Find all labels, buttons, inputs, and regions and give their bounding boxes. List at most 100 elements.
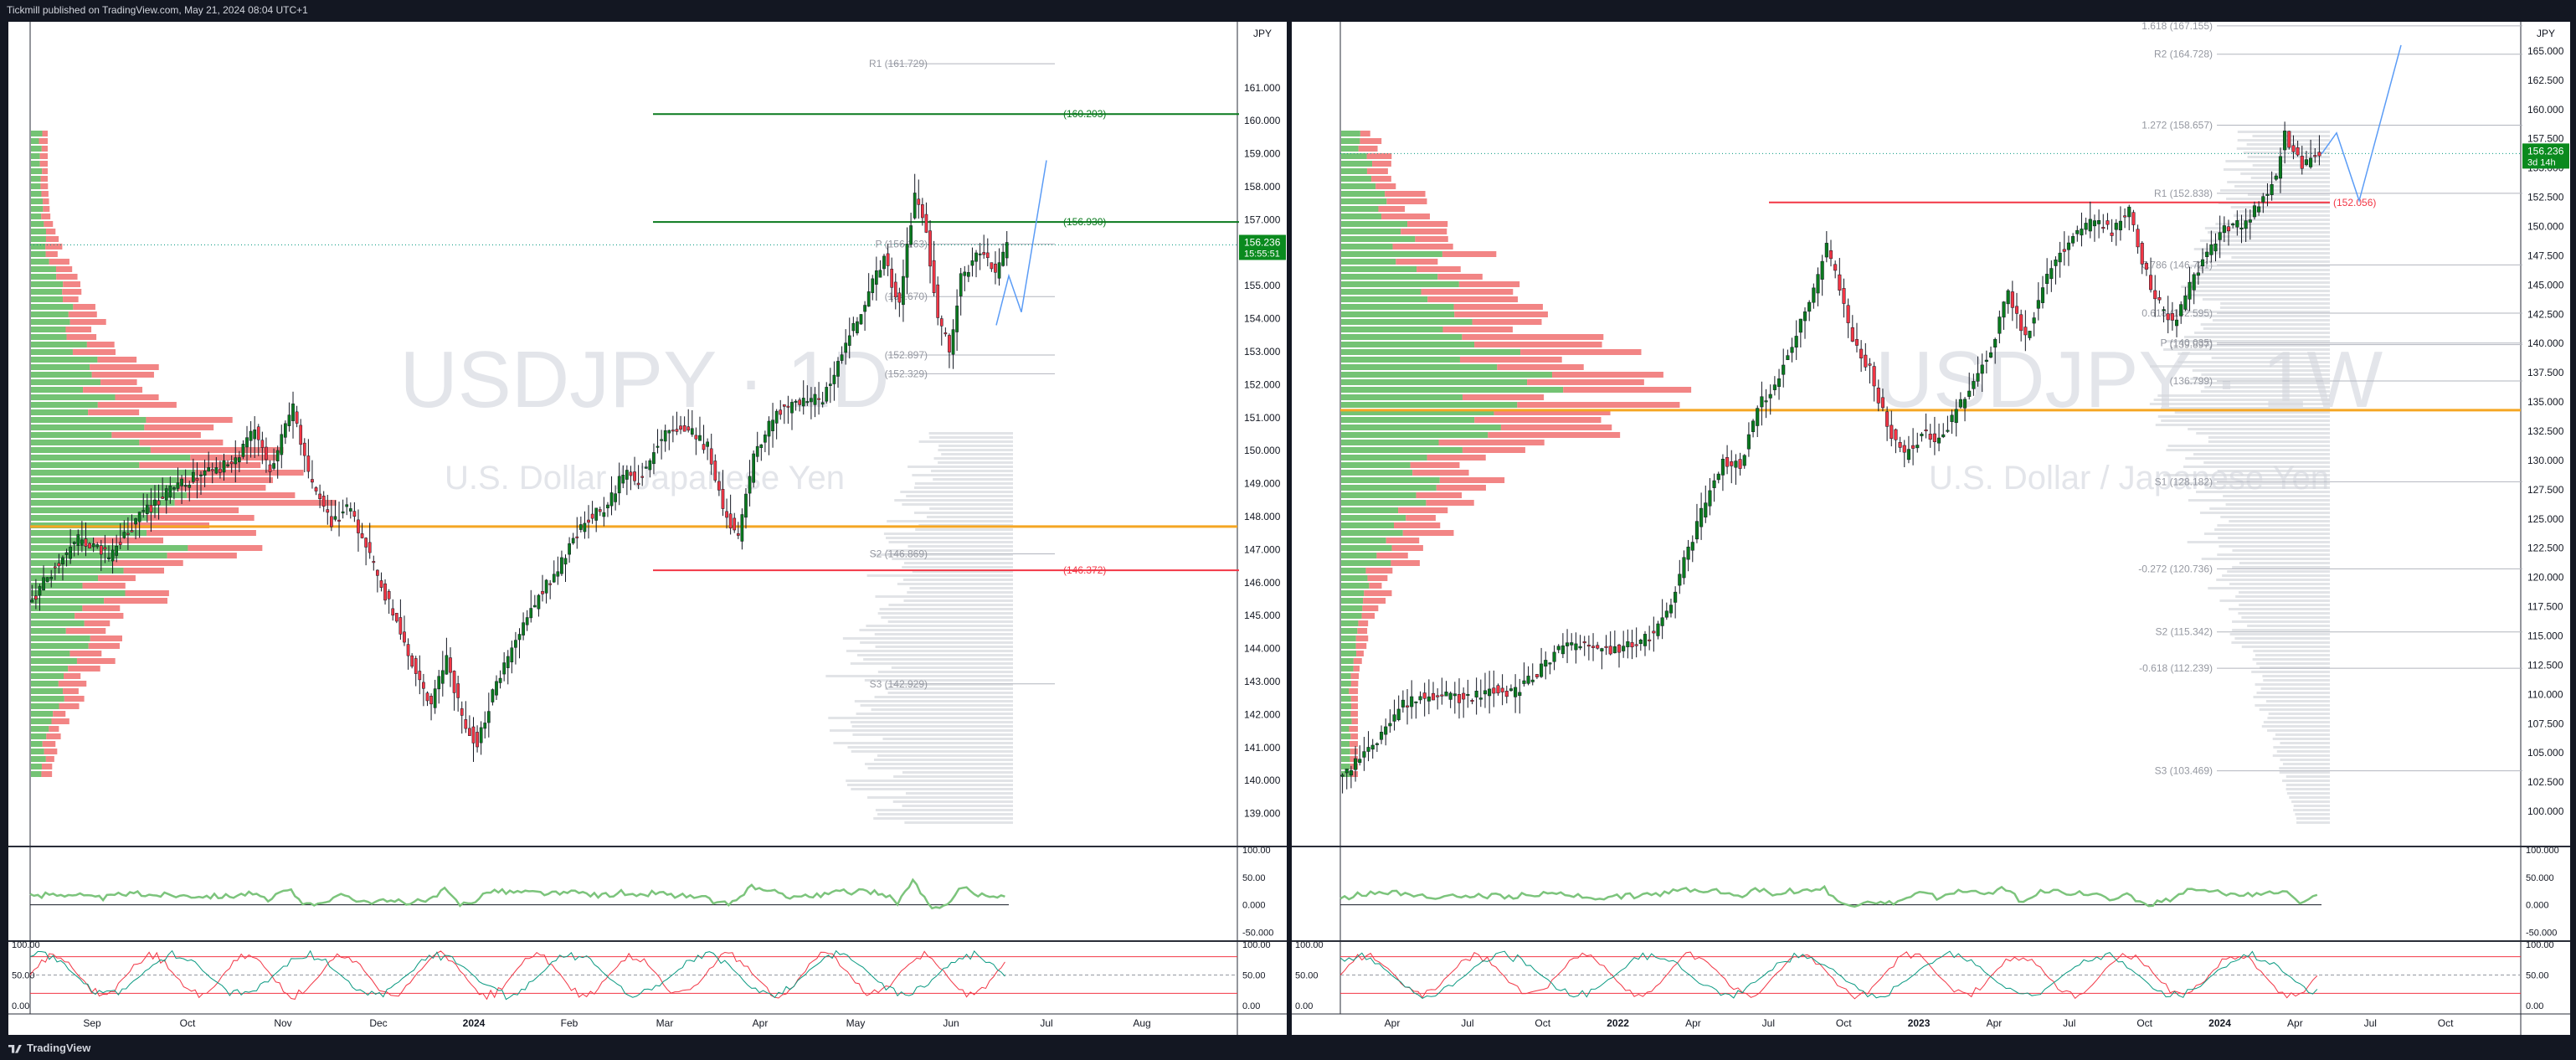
chart-panel-daily[interactable]: JPY USDJPY · 1D U.S. Dollar / Japanese Yen… — [8, 22, 1287, 1035]
volume-profile-bar-bear — [39, 138, 48, 144]
candle-body — [2179, 304, 2183, 316]
candle-body — [1716, 473, 1720, 481]
stoch-line — [1339, 951, 2318, 1000]
candle-body — [1962, 399, 1967, 409]
rsi-line — [29, 877, 1005, 910]
volume-profile-bar-bear — [41, 191, 49, 197]
candle-body — [34, 595, 38, 600]
candle-body — [936, 284, 940, 318]
candle-body — [1526, 676, 1530, 684]
candle-body — [1751, 420, 1756, 432]
volume-profile-bar-bull — [1341, 613, 1362, 619]
stoch-tick-label-left: 0.00 — [12, 1001, 29, 1011]
volume-profile-bar-bull — [31, 658, 77, 664]
candle-body — [2136, 229, 2140, 248]
volume-profile-bar-bull — [31, 613, 75, 619]
volume-profile-bar-bull — [1341, 214, 1382, 219]
time-tick-label: Oct — [1836, 1017, 1852, 1029]
time-tick-label: Oct — [1535, 1017, 1550, 1029]
session-profile-bar — [2296, 821, 2330, 824]
session-profile-bar — [2216, 579, 2330, 581]
volume-profile-bar-bear — [1350, 711, 1358, 717]
candle-body — [602, 512, 606, 517]
volume-profile-bar-bull — [31, 455, 191, 461]
candle-body — [2080, 229, 2084, 236]
candle-body — [679, 425, 682, 430]
volume-profile-bar-bull — [1341, 221, 1408, 227]
price-tick-label: 145.000 — [2527, 279, 2564, 291]
volume-profile-bar-bull — [1341, 161, 1373, 167]
volume-profile-bar-bull — [31, 349, 73, 355]
candle-body — [1001, 251, 1005, 266]
session-profile-bar — [866, 574, 1013, 577]
candle-body — [479, 727, 483, 744]
candle-body — [1492, 687, 1496, 694]
price-tick-label: 161.000 — [1244, 82, 1281, 94]
candle-body — [702, 444, 706, 450]
session-profile-bar — [854, 700, 1013, 702]
candle-body — [1980, 364, 1984, 374]
volume-profile-bar-bear — [41, 214, 51, 219]
volume-profile-bar-bear — [90, 635, 122, 641]
volume-profile-bar-bull — [31, 364, 90, 370]
candle-body — [284, 423, 287, 438]
session-profile-bar — [2285, 784, 2330, 786]
volume-profile-bar-bull — [1341, 733, 1351, 739]
volume-profile-bar-bull — [31, 214, 42, 219]
candle-body — [2049, 268, 2054, 280]
candle-body — [1712, 480, 1716, 488]
session-profile-bar — [2247, 193, 2330, 196]
volume-profile-bar-bull — [1341, 711, 1351, 717]
volume-profile-bar-bear — [1391, 545, 1423, 551]
session-profile-bar — [2213, 478, 2330, 481]
session-profile-bar — [2199, 239, 2330, 242]
volume-profile-bar-bull — [1341, 658, 1354, 664]
volume-profile-bar-bear — [1551, 372, 1663, 378]
volume-profile-bar-bear — [150, 447, 284, 453]
candle-body — [502, 662, 506, 675]
candle-body — [91, 543, 95, 548]
candle-body — [2058, 252, 2062, 263]
daily-chart-svg[interactable]: JPY USDJPY · 1D U.S. Dollar / Japanese Yen… — [8, 22, 1287, 1035]
time-tick-label: Aug — [1133, 1017, 1150, 1029]
volume-profile-bar-bear — [1474, 342, 1602, 347]
volume-profile-bar-bull — [31, 703, 59, 709]
volume-profile-bar-bear — [1357, 628, 1368, 634]
candle-body — [1876, 388, 1880, 404]
volume-profile-bar-bear — [1517, 402, 1680, 408]
volume-profile-bar-bull — [1341, 545, 1392, 551]
candle-body — [920, 204, 924, 219]
candle-body — [1772, 384, 1776, 390]
volume-profile-bar-bear — [45, 244, 63, 250]
candle-body — [590, 513, 594, 519]
volume-profile-bar-bear — [1355, 643, 1367, 649]
volume-profile-bar-bull — [1341, 538, 1386, 543]
chart-panel-weekly[interactable]: JPY USDJPY · 1W U.S. Dollar / Japanese Yen… — [1292, 22, 2570, 1035]
volume-profile-bar-bear — [83, 387, 143, 393]
candle-body — [414, 658, 418, 674]
volume-profile-bar-bear — [1396, 259, 1438, 265]
time-tick-label: 2023 — [1908, 1017, 1931, 1029]
candle-body — [1854, 339, 1859, 346]
session-profile-bar — [2223, 168, 2330, 171]
session-profile-bar — [2188, 499, 2330, 502]
session-profile-bar — [2291, 800, 2330, 803]
volume-profile-bar-bull — [31, 138, 39, 144]
volume-profile-bar-bull — [1341, 620, 1359, 626]
volume-profile-bar-bull — [1341, 266, 1417, 272]
candle-body — [2300, 156, 2304, 169]
session-profile-bar — [2267, 729, 2330, 732]
session-profile-bar — [2225, 503, 2330, 506]
candle-body — [345, 504, 349, 507]
session-profile-bar — [846, 784, 1013, 786]
volume-profile-bar-bear — [1401, 229, 1447, 234]
volume-profile-bar-bear — [1426, 500, 1474, 506]
time-tick-label: Nov — [274, 1017, 291, 1029]
candle-body — [1652, 630, 1656, 634]
session-profile-bar — [874, 696, 1013, 698]
volume-profile-bar-bear — [1364, 590, 1392, 596]
candle-body — [1946, 430, 1950, 432]
price-tick-label: 127.500 — [2527, 484, 2564, 496]
candle-body — [1648, 639, 1652, 641]
